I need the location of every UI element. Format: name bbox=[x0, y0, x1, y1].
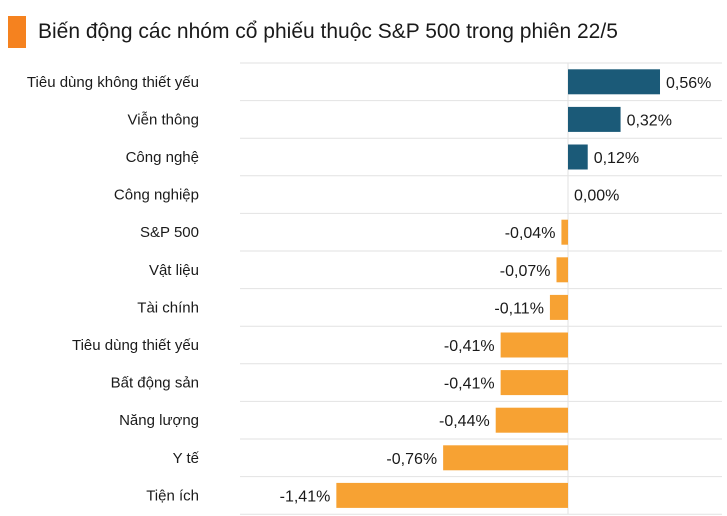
chart-title: Biến động các nhóm cổ phiếu thuộc S&P 50… bbox=[38, 20, 618, 43]
data-label: -0,41% bbox=[444, 338, 495, 355]
data-label: 0,32% bbox=[627, 112, 672, 129]
data-label: -1,41% bbox=[280, 488, 331, 505]
bar bbox=[495, 407, 568, 433]
bar bbox=[549, 294, 568, 320]
data-label: -0,04% bbox=[505, 225, 556, 242]
bar bbox=[500, 332, 568, 358]
grid-lines bbox=[240, 62, 722, 515]
bar bbox=[443, 445, 568, 471]
data-label: -0,41% bbox=[444, 376, 495, 393]
bar bbox=[336, 482, 568, 508]
category-label: Tiêu dùng thiết yếu bbox=[72, 337, 199, 354]
bar bbox=[556, 257, 568, 283]
bar bbox=[561, 219, 568, 245]
category-label: Viễn thông bbox=[128, 111, 199, 128]
data-label: -0,44% bbox=[439, 413, 490, 430]
category-label: Tài chính bbox=[137, 299, 199, 316]
category-label: Công nghiệp bbox=[114, 187, 199, 204]
title-accent-bar bbox=[8, 16, 26, 48]
category-label: Công nghệ bbox=[126, 149, 199, 166]
category-label: Tiêu dùng không thiết yếu bbox=[27, 74, 199, 91]
data-label: 0,00% bbox=[574, 188, 619, 205]
data-label: 0,56% bbox=[666, 75, 711, 92]
category-label: Tiện ích bbox=[146, 487, 199, 504]
category-label: Vật liệu bbox=[149, 262, 199, 279]
data-label: -0,76% bbox=[386, 451, 437, 468]
data-label: -0,07% bbox=[500, 263, 551, 280]
bar bbox=[500, 370, 568, 396]
data-label: -0,11% bbox=[494, 300, 544, 317]
category-label: Năng lượng bbox=[119, 412, 199, 429]
data-label: 0,12% bbox=[594, 150, 639, 167]
category-label: Bất động sản bbox=[111, 375, 199, 392]
bar bbox=[568, 144, 588, 170]
chart-title-bar: Biến động các nhóm cổ phiếu thuộc S&P 50… bbox=[8, 14, 727, 50]
bar bbox=[568, 106, 621, 132]
category-label: S&P 500 bbox=[140, 224, 199, 241]
category-label: Y tế bbox=[173, 450, 200, 467]
bar bbox=[568, 69, 661, 95]
